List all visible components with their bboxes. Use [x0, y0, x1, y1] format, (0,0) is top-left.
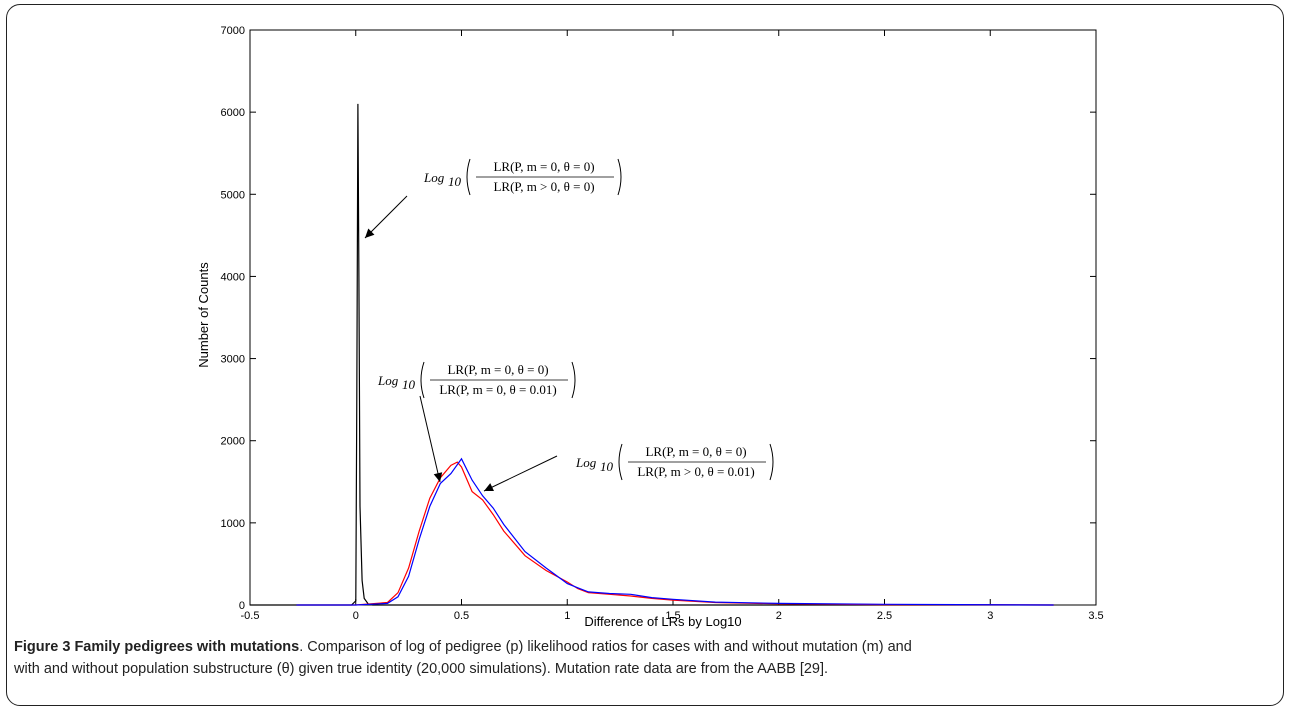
figure-title: Family pedigrees with mutations: [74, 639, 300, 655]
x-tick-label: 2.5: [877, 610, 892, 622]
series-line-black: [250, 103, 1054, 606]
figure-caption: Figure 3 Family pedigrees with mutations…: [14, 636, 1276, 680]
arrow-annotation-2: [419, 395, 441, 483]
formula-denominator: LR(P, m > 0, θ = 0): [493, 179, 594, 194]
formula-left-paren: [466, 158, 471, 196]
x-tick-label: 3: [987, 610, 993, 622]
formula-denominator: LR(P, m > 0, θ = 0.01): [637, 464, 754, 479]
y-tick-label: 1000: [221, 518, 245, 530]
formula-subscript: 10: [402, 377, 416, 392]
formula-numerator: LR(P, m = 0, θ = 0): [447, 362, 548, 377]
y-tick-label: 5000: [221, 189, 245, 201]
formula-left-paren: [618, 443, 623, 481]
x-tick-label: 0: [353, 610, 359, 622]
series-line-red: [296, 461, 1054, 606]
x-tick-label: 1: [564, 610, 570, 622]
arrow-annotation-1-head: [365, 228, 375, 238]
formula-annotation-1: Log 10 LR(P, m = 0, θ = 0) LR(P, m > 0, θ =…: [423, 158, 622, 196]
formula-log: Log: [423, 170, 445, 185]
arrow-annotation-1: [364, 195, 408, 239]
x-tick-label: 2: [776, 610, 782, 622]
arrow-annotation-2-head: [433, 472, 443, 482]
formula-subscript: 10: [600, 459, 614, 474]
y-tick-label: 6000: [221, 107, 245, 119]
caption-line-1: . Comparison of log of pedigree (p) like…: [299, 639, 912, 655]
formula-left-paren: [420, 361, 425, 399]
y-tick-label: 3000: [221, 354, 245, 366]
x-tick-label: 3.5: [1088, 610, 1103, 622]
arrow-annotation-3-head: [484, 483, 494, 492]
figure-label: Figure 3: [14, 639, 71, 655]
x-tick-label: 1.5: [665, 610, 680, 622]
formula-denominator: LR(P, m = 0, θ = 0.01): [439, 382, 556, 397]
x-axis-label: Difference of LRs by Log10: [584, 614, 741, 629]
y-axis-label: Number of Counts: [196, 262, 211, 368]
caption-line-2: with and without population substructure…: [14, 661, 829, 677]
formula-log: Log: [377, 373, 399, 388]
formula-right-paren: [571, 361, 576, 399]
formula-subscript: 10: [448, 174, 462, 189]
figure-frame: [6, 4, 1284, 706]
formula-right-paren: [617, 158, 622, 196]
formula-numerator: LR(P, m = 0, θ = 0): [645, 444, 746, 459]
y-tick-label: 4000: [221, 271, 245, 283]
x-tick-label: 0.5: [454, 610, 469, 622]
formula-right-paren: [769, 443, 774, 481]
y-tick-label: 7000: [221, 25, 245, 37]
line-chart: -0.5 0 0.5 1 1.5 2 2.5 3 3.501000200030004000500…: [196, 25, 1104, 629]
arrow-annotation-3: [483, 455, 558, 492]
formula-log: Log: [575, 455, 597, 470]
formula-annotation-2: Log 10 LR(P, m = 0, θ = 0) LR(P, m = 0, θ =…: [377, 361, 576, 399]
plot-area-box: [249, 29, 1097, 606]
y-tick-label: 0: [239, 600, 245, 612]
formula-annotation-3: Log 10 LR(P, m = 0, θ = 0) LR(P, m > 0, θ =…: [575, 443, 774, 481]
y-tick-label: 2000: [221, 436, 245, 448]
x-tick-label: -0.5: [241, 610, 260, 622]
series-line-blue: [296, 457, 1054, 606]
formula-numerator: LR(P, m = 0, θ = 0): [493, 159, 594, 174]
